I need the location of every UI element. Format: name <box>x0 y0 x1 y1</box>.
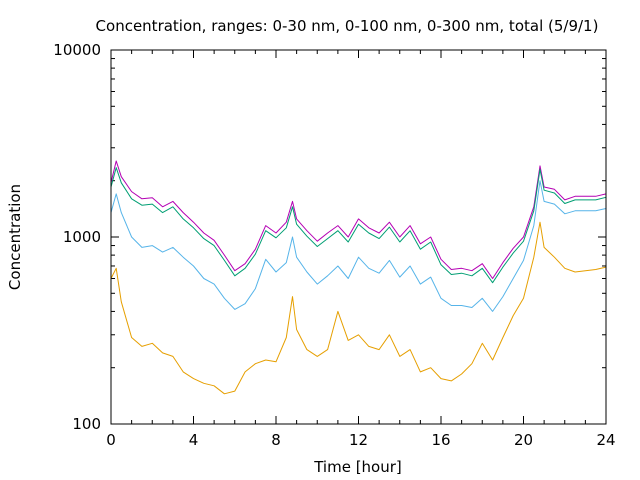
x-tick-label: 8 <box>271 431 281 449</box>
axis-ticks: 0 4 8 12 16 20 24 100 1000 10000 <box>53 41 615 449</box>
x-tick-label: 20 <box>514 431 533 449</box>
x-axis-label: Time [hour] <box>313 458 402 476</box>
x-tick-label: 4 <box>189 431 199 449</box>
series-line-2 <box>110 167 607 284</box>
series-line-1 <box>110 160 607 279</box>
series-line-4 <box>110 221 607 395</box>
series-group <box>110 160 607 395</box>
x-tick-label: 12 <box>349 431 368 449</box>
y-tick-label: 10000 <box>53 41 101 59</box>
x-tick-label: 24 <box>596 431 615 449</box>
x-tick-label: 16 <box>431 431 450 449</box>
chart-title: Concentration, ranges: 0-30 nm, 0-100 nm… <box>96 17 599 35</box>
plot-frame <box>110 49 607 425</box>
y-axis-label: Concentration <box>6 184 24 290</box>
y-tick-label: 1000 <box>63 228 101 246</box>
y-tick-label: 100 <box>72 415 101 433</box>
series-line-3 <box>110 180 607 312</box>
x-tick-label: 0 <box>106 431 116 449</box>
